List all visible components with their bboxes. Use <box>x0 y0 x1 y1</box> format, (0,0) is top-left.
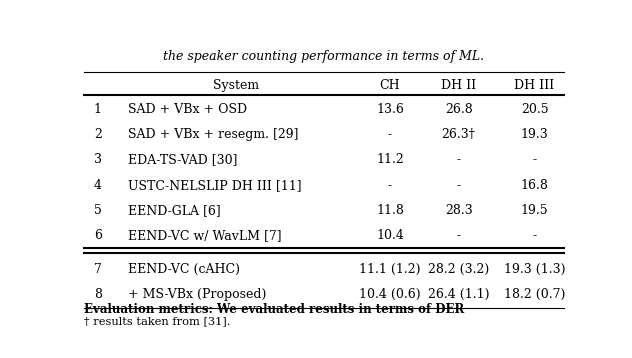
Text: 11.8: 11.8 <box>376 204 404 217</box>
Text: 11.2: 11.2 <box>376 153 404 166</box>
Text: the speaker counting performance in terms of ML.: the speaker counting performance in term… <box>163 50 485 63</box>
Text: 28.3: 28.3 <box>445 204 473 217</box>
Text: 1: 1 <box>94 103 102 116</box>
Text: 8: 8 <box>94 289 102 301</box>
Text: 26.4 (1.1): 26.4 (1.1) <box>428 289 489 301</box>
Text: CH: CH <box>380 79 400 92</box>
Text: 10.4: 10.4 <box>376 229 404 242</box>
Text: 19.3: 19.3 <box>521 128 549 141</box>
Text: 4: 4 <box>94 179 102 192</box>
Text: EDA-TS-VAD [30]: EDA-TS-VAD [30] <box>128 153 238 166</box>
Text: -: - <box>456 229 461 242</box>
Text: 20.5: 20.5 <box>521 103 549 116</box>
Text: † results taken from [31].: † results taken from [31]. <box>84 316 231 326</box>
Text: -: - <box>456 153 461 166</box>
Text: 13.6: 13.6 <box>376 103 404 116</box>
Text: 7: 7 <box>94 263 102 276</box>
Text: 5: 5 <box>94 204 102 217</box>
Text: EEND-GLA [6]: EEND-GLA [6] <box>128 204 221 217</box>
Text: 28.2 (3.2): 28.2 (3.2) <box>428 263 489 276</box>
Text: 19.5: 19.5 <box>521 204 549 217</box>
Text: 6: 6 <box>94 229 102 242</box>
Text: 16.8: 16.8 <box>521 179 549 192</box>
Text: SAD + VBx + OSD: SAD + VBx + OSD <box>128 103 247 116</box>
Text: 11.1 (1.2): 11.1 (1.2) <box>359 263 421 276</box>
Text: System: System <box>213 79 258 92</box>
Text: + MS-VBx (Proposed): + MS-VBx (Proposed) <box>128 289 266 301</box>
Text: EEND-VC w/ WavLM [7]: EEND-VC w/ WavLM [7] <box>128 229 282 242</box>
Text: 26.3†: 26.3† <box>442 128 475 141</box>
Text: 18.2 (0.7): 18.2 (0.7) <box>504 289 565 301</box>
Text: -: - <box>532 153 537 166</box>
Text: -: - <box>388 179 392 192</box>
Text: Evaluation metrics: We evaluated results in terms of DER: Evaluation metrics: We evaluated results… <box>84 303 464 316</box>
Text: EEND-VC (cAHC): EEND-VC (cAHC) <box>128 263 240 276</box>
Text: 3: 3 <box>94 153 102 166</box>
Text: 26.8: 26.8 <box>445 103 473 116</box>
Text: -: - <box>388 128 392 141</box>
Text: USTC-NELSLIP DH III [11]: USTC-NELSLIP DH III [11] <box>128 179 301 192</box>
Text: 19.3 (1.3): 19.3 (1.3) <box>504 263 565 276</box>
Text: -: - <box>456 179 461 192</box>
Text: DH II: DH II <box>441 79 476 92</box>
Text: SAD + VBx + resegm. [29]: SAD + VBx + resegm. [29] <box>128 128 298 141</box>
Text: 2: 2 <box>94 128 102 141</box>
Text: 10.4 (0.6): 10.4 (0.6) <box>359 289 421 301</box>
Text: -: - <box>532 229 537 242</box>
Text: DH III: DH III <box>514 79 554 92</box>
